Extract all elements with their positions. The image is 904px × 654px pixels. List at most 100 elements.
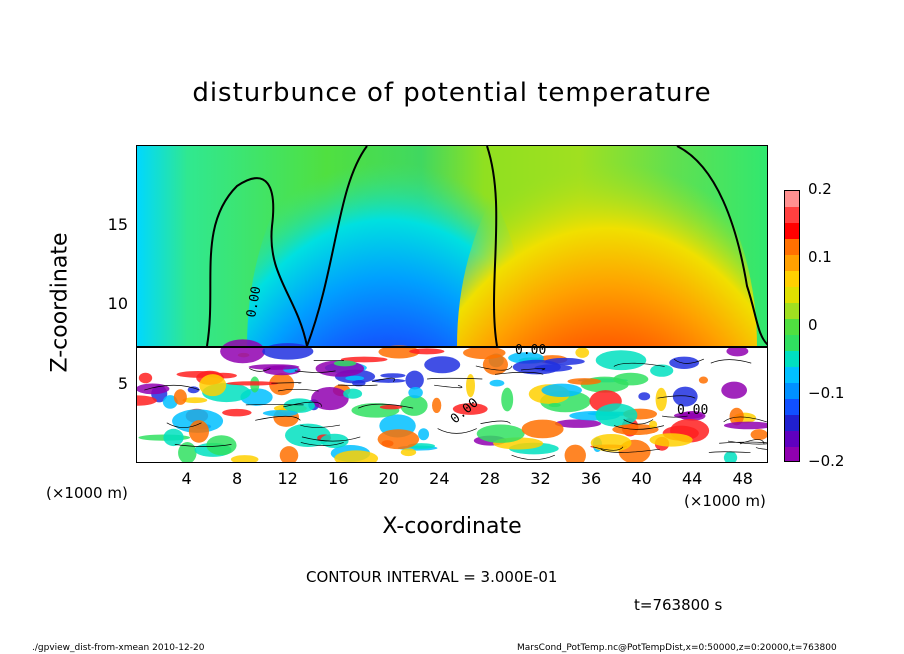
zero-contour-center: [486, 146, 498, 347]
turbulence-patch: [418, 428, 430, 441]
colorbar-tick-label: −0.1: [808, 384, 845, 402]
turbulence-patch: [248, 364, 300, 370]
turbulence-patch: [345, 375, 365, 381]
turbulence-patch: [638, 392, 651, 401]
turbulence-patch: [137, 383, 170, 395]
turbulence-patch: [595, 350, 647, 371]
contour-label-1: 0.00: [244, 285, 264, 318]
colorbar-segment: [785, 303, 799, 320]
colorbar-segment: [785, 383, 799, 400]
turbulence-patch: [721, 381, 748, 399]
footer-left: ./gpview_dist-from-xmean 2010-12-20: [32, 643, 205, 653]
x-axis-label: X-coordinate: [382, 514, 522, 539]
x-tick-label: 12: [277, 469, 298, 488]
turbulence-patch: [554, 419, 602, 428]
turbulence-patch: [672, 386, 698, 407]
contour-line: [278, 388, 319, 392]
turbulence-patch: [206, 435, 237, 456]
contour-line: [358, 403, 414, 409]
turbulence-patch: [521, 419, 564, 439]
turbulence-patch: [432, 397, 442, 414]
turbulence-patch: [650, 364, 674, 377]
turbulence-patch: [226, 381, 279, 386]
contour-line: [144, 384, 200, 391]
turbulence-patch: [409, 348, 445, 355]
contour-line: [255, 415, 301, 421]
turbulence-patch: [575, 347, 590, 358]
colorbar-segment: [785, 351, 799, 368]
turbulence-patch: [655, 387, 667, 412]
zero-contour-mid: [306, 146, 368, 347]
contour-line: [613, 425, 664, 430]
turbulence-patch: [334, 450, 379, 462]
turbulence-patch: [476, 424, 525, 443]
turbulence-patch: [283, 398, 315, 413]
turbulence-patch: [187, 386, 200, 394]
turbulent-patches: [137, 339, 767, 462]
turbulence-patch: [466, 374, 475, 398]
turbulence-patch: [340, 356, 388, 363]
turbulence-patch: [405, 370, 424, 390]
colorbar-tick-label: 0.1: [808, 248, 832, 266]
turbulence-patch: [222, 408, 252, 417]
colorbar-segment: [785, 207, 799, 224]
turbulence-patch: [698, 376, 708, 384]
turbulence-patch: [230, 455, 259, 462]
x-tick-label: 32: [530, 469, 551, 488]
zero-contour-left: [206, 177, 308, 347]
turbulence-patch: [343, 388, 363, 399]
contour-line: [511, 454, 555, 461]
contour-line: [283, 401, 322, 408]
colorbar-segment: [785, 271, 799, 288]
colorbar-segment: [785, 223, 799, 240]
turbulence-patch: [333, 360, 357, 367]
turbulence-patch: [220, 339, 266, 364]
footer-right: MarsCond_PotTemp.nc@PotTempDist,x=0:5000…: [517, 643, 837, 653]
turbulence-patch: [284, 423, 331, 448]
colorbar-segment: [785, 191, 799, 208]
turbulence-patch: [750, 429, 767, 441]
contour-line: [480, 420, 511, 424]
turbulence-patch: [173, 389, 187, 405]
colorbar: [784, 190, 800, 462]
x-tick-label: 48: [732, 469, 753, 488]
turbulence-patch: [378, 345, 420, 359]
contour-line: [657, 395, 696, 399]
y-axis-label: Z-coordinate: [47, 232, 73, 373]
turbulence-patch: [452, 403, 488, 415]
contour-line: [727, 440, 767, 445]
turbulence-patch: [163, 428, 184, 447]
contour-line: [592, 446, 624, 451]
contour-line: [662, 415, 688, 418]
y-tick-label: 5: [117, 373, 128, 393]
y-tick-label: 10: [107, 294, 128, 313]
turbulence-patch: [613, 372, 649, 386]
contour-line: [249, 368, 271, 372]
contour-label-2: 0.00: [515, 343, 546, 358]
turbulence-patch: [729, 407, 744, 426]
contour-line: [494, 371, 544, 375]
heatmap-field: 0.00 0.00 0.00 0.00: [137, 146, 767, 462]
colorbar-segment: [785, 255, 799, 272]
contour-line: [708, 451, 751, 453]
turbulence-patch: [723, 421, 767, 430]
turbulence-patch: [199, 374, 227, 397]
chart-title: disturbunce of potential temperature: [192, 78, 712, 108]
contour-line: [372, 377, 396, 383]
contour-line: [166, 422, 202, 428]
colorbar-tick-label: −0.2: [808, 452, 845, 470]
turbulence-patch: [137, 395, 157, 406]
turbulence-patch: [673, 412, 703, 419]
contour-line: [174, 444, 232, 447]
colorbar-tick-label: 0.2: [808, 180, 832, 198]
contour-line: [723, 416, 767, 423]
colorbar-segment: [785, 431, 799, 448]
contour-label-4: 0.00: [677, 403, 708, 418]
turbulence-patch: [380, 373, 406, 378]
turbulence-patch: [482, 354, 509, 375]
contour-line: [521, 368, 546, 371]
colorbar-segment: [785, 239, 799, 256]
contour-line: [300, 424, 340, 428]
turbulence-patch: [548, 403, 561, 408]
turbulence-patch: [262, 343, 314, 360]
